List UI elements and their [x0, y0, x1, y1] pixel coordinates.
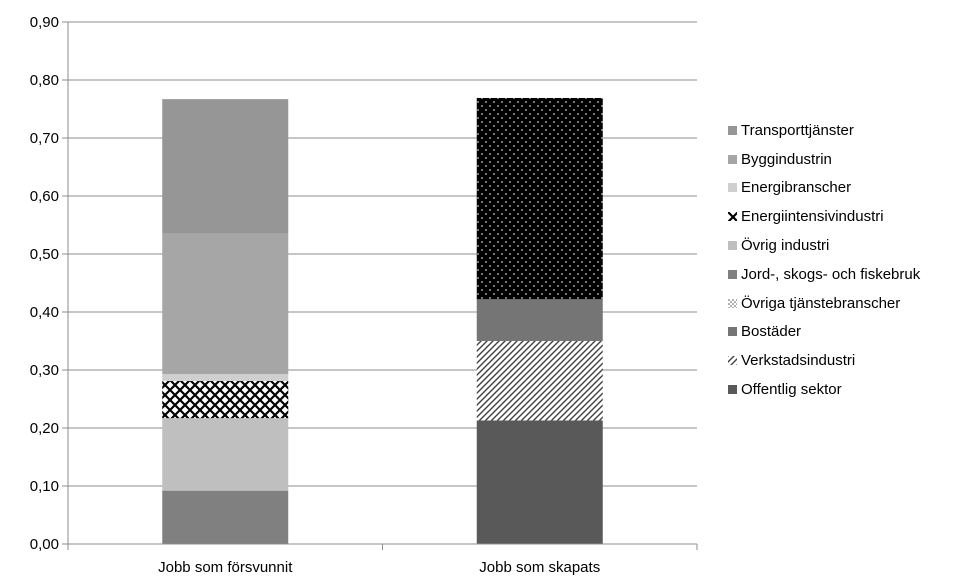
axes: [62, 21, 698, 550]
legend-label: Energiintensivindustri: [741, 208, 884, 226]
bar-segment: [162, 233, 289, 375]
legend-swatch: [728, 241, 737, 251]
y-tick-label: 0,40: [30, 304, 59, 321]
legend-item: Verkstadsindustri: [728, 346, 964, 375]
legend-swatch: [728, 356, 737, 366]
legend-label: Transporttjänster: [741, 121, 854, 139]
y-tick-label: 0,70: [30, 130, 59, 147]
legend-item: Bostäder: [728, 318, 964, 347]
legend-label: Byggindustrin: [741, 150, 832, 168]
legend-label: Verkstadsindustri: [741, 352, 856, 370]
legend-item: Jord-, skogs- och fiskebruk: [728, 260, 964, 289]
legend-label: Energibranscher: [741, 179, 852, 197]
legend-swatch-fill: [728, 183, 737, 193]
bar-segment: [162, 490, 289, 544]
legend-swatch: [728, 385, 737, 395]
legend-label: Övrig industri: [741, 237, 830, 255]
legend-item: Övrig industri: [728, 231, 964, 260]
legend-swatch: [728, 327, 737, 337]
legend-swatch: [728, 125, 737, 135]
legend-swatch-fill: [728, 269, 737, 279]
legend-swatch-fill: [728, 212, 737, 222]
legend-swatch-fill: [728, 154, 737, 164]
y-tick-label: 0,30: [30, 362, 59, 379]
legend-swatch-fill: [728, 241, 737, 251]
legend-item: Energibranscher: [728, 174, 964, 203]
y-tick-label: 0,50: [30, 246, 59, 263]
y-tick-label: 0,00: [30, 536, 59, 553]
legend-swatch: [728, 183, 737, 193]
legend-item: Byggindustrin: [728, 145, 964, 174]
y-tick-label: 0,90: [30, 14, 59, 31]
legend-label: Övriga tjänstebranscher: [741, 294, 901, 312]
bar-segment: [476, 97, 603, 300]
legend-item: Offentlig sektor: [728, 375, 964, 404]
legend-swatch-fill: [728, 327, 737, 337]
bar-segment: [162, 418, 289, 491]
legend-swatch: [728, 298, 737, 308]
legend-label: Jord-, skogs- och fiskebruk: [741, 265, 921, 283]
legend-swatch-fill: [728, 125, 737, 135]
y-tick-label: 0,10: [30, 478, 59, 495]
legend-swatch: [728, 212, 737, 222]
chart-legend: Transporttjänster Byggindustrin Energibran…: [728, 116, 964, 404]
bars: [162, 97, 603, 544]
legend-swatch-fill: [728, 298, 737, 308]
bar-segment: [476, 420, 603, 544]
bar-segment: [162, 374, 289, 382]
x-tick-label: Jobb som skapats: [479, 559, 600, 576]
legend-label: Offentlig sektor: [741, 381, 842, 399]
legend-swatch: [728, 269, 737, 279]
bar-segment: [476, 299, 603, 341]
y-tick-label: 0,20: [30, 420, 59, 437]
bar-segment: [162, 381, 289, 419]
y-tick-label: 0,80: [30, 72, 59, 89]
legend-label: Bostäder: [741, 323, 802, 341]
axis-labels: 0,00 0,10 0,20 0,30 0,40 0,50 0,60 0,70 0,80 0,90…: [30, 14, 600, 576]
legend-item: Transporttjänster: [728, 116, 964, 145]
y-tick-label: 0,60: [30, 188, 59, 205]
legend-swatch-fill: [728, 385, 737, 395]
legend-item: Energiintensivindustri: [728, 202, 964, 231]
x-tick-label: Jobb som försvunnit: [158, 559, 293, 576]
legend-item: Övriga tjänstebranscher: [728, 289, 964, 318]
legend-swatch-fill: [728, 356, 737, 366]
bar-segment: [162, 99, 289, 234]
legend-swatch: [728, 154, 737, 164]
bar-segment: [476, 341, 603, 421]
